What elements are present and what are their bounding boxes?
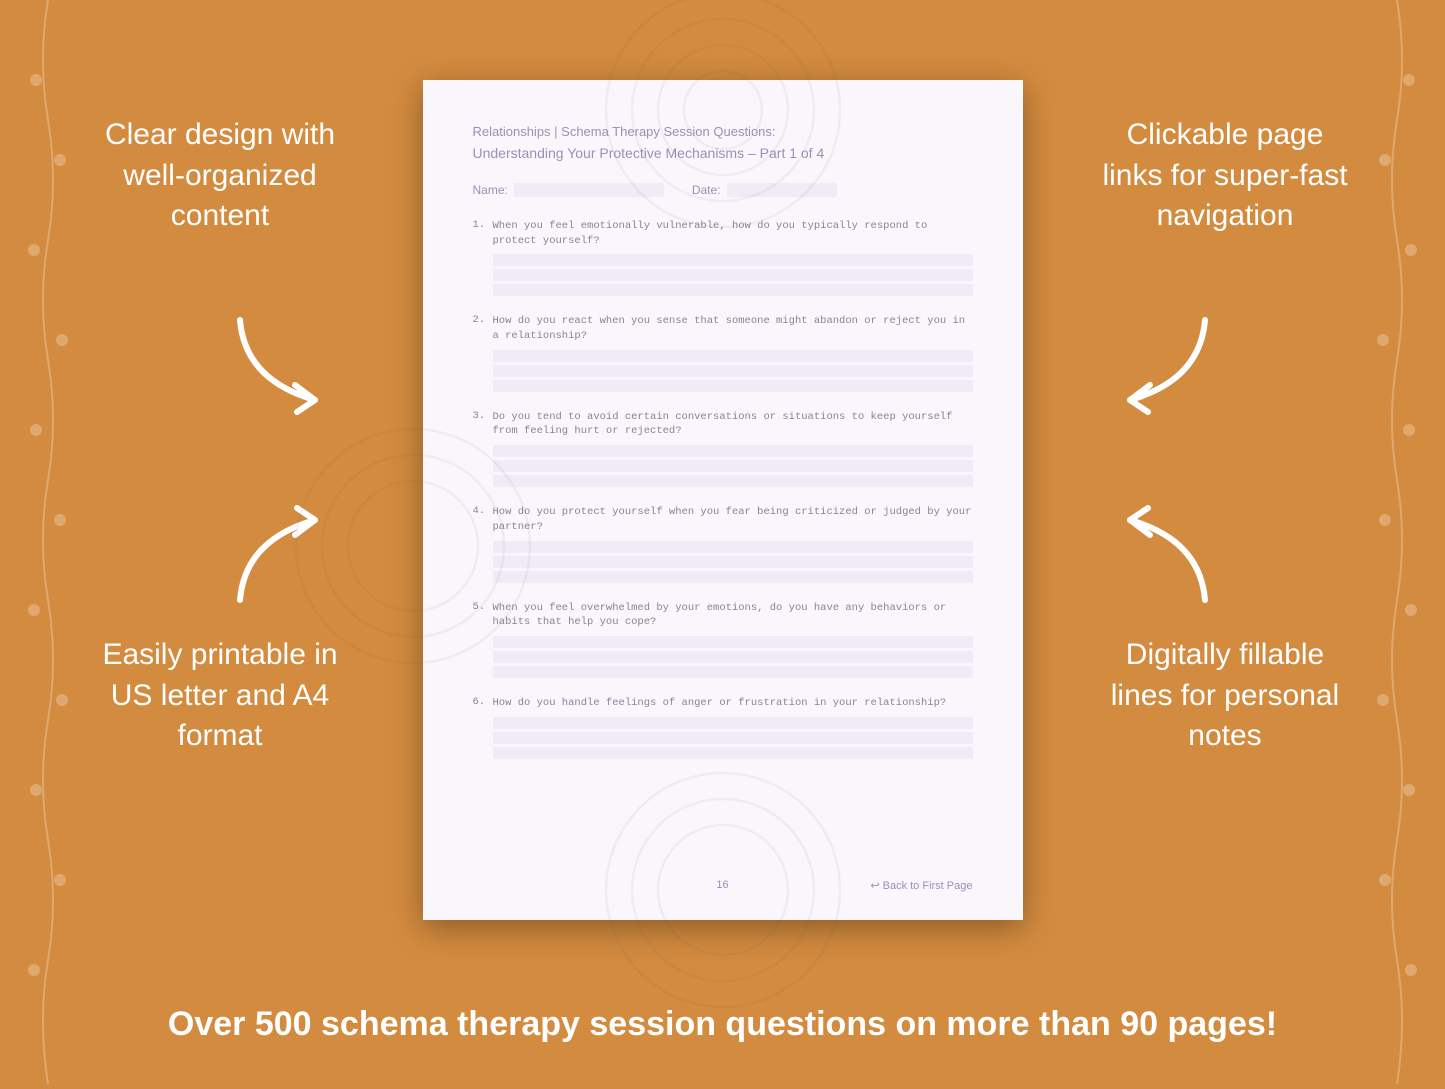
answer-area[interactable] bbox=[493, 541, 973, 583]
arrow-top-left bbox=[220, 310, 340, 420]
question-block: 2.How do you react when you sense that s… bbox=[473, 314, 973, 391]
answer-area[interactable] bbox=[493, 254, 973, 296]
question-text: When you feel overwhelmed by your emotio… bbox=[493, 601, 973, 630]
answer-area[interactable] bbox=[493, 350, 973, 392]
answer-area[interactable] bbox=[493, 445, 973, 487]
question-text: Do you tend to avoid certain conversatio… bbox=[493, 410, 973, 439]
question-block: 5.When you feel overwhelmed by your emot… bbox=[473, 601, 973, 678]
question-block: 6. How do you handle feelings of anger or… bbox=[473, 696, 973, 759]
worksheet-page: Relationships | Schema Therapy Session Q… bbox=[423, 80, 1023, 920]
name-label: Name: bbox=[473, 183, 508, 197]
page-number: 16 bbox=[716, 879, 728, 891]
mandala-decoration bbox=[593, 0, 853, 240]
callout-bottom-right: Digitally fillable lines for personal no… bbox=[1100, 635, 1350, 757]
arrow-bottom-right bbox=[1105, 500, 1225, 610]
question-text: How do you react when you sense that som… bbox=[493, 314, 973, 343]
question-text: How do you handle feelings of anger or f… bbox=[493, 696, 973, 711]
question-number: 1. bbox=[473, 219, 487, 248]
question-block: 4.How do you protect yourself when you f… bbox=[473, 505, 973, 582]
question-number: 2. bbox=[473, 314, 487, 343]
callout-top-right: Clickable page links for super-fast navi… bbox=[1100, 115, 1350, 237]
arrow-top-right bbox=[1105, 310, 1225, 420]
question-number: 6. bbox=[473, 696, 487, 711]
callout-top-left: Clear design with well-organized content bbox=[95, 115, 345, 237]
question-text: How do you protect yourself when you fea… bbox=[493, 505, 973, 534]
question-block: 3.Do you tend to avoid certain conversat… bbox=[473, 410, 973, 487]
decorative-vine-left bbox=[18, 0, 78, 1084]
bottom-banner: Over 500 schema therapy session question… bbox=[0, 1005, 1445, 1044]
mandala-decoration bbox=[283, 416, 543, 676]
back-to-first-link[interactable]: ↩ Back to First Page bbox=[870, 879, 972, 892]
answer-area[interactable] bbox=[493, 636, 973, 678]
decorative-vine-right bbox=[1367, 0, 1427, 1084]
answer-area[interactable] bbox=[493, 717, 973, 759]
